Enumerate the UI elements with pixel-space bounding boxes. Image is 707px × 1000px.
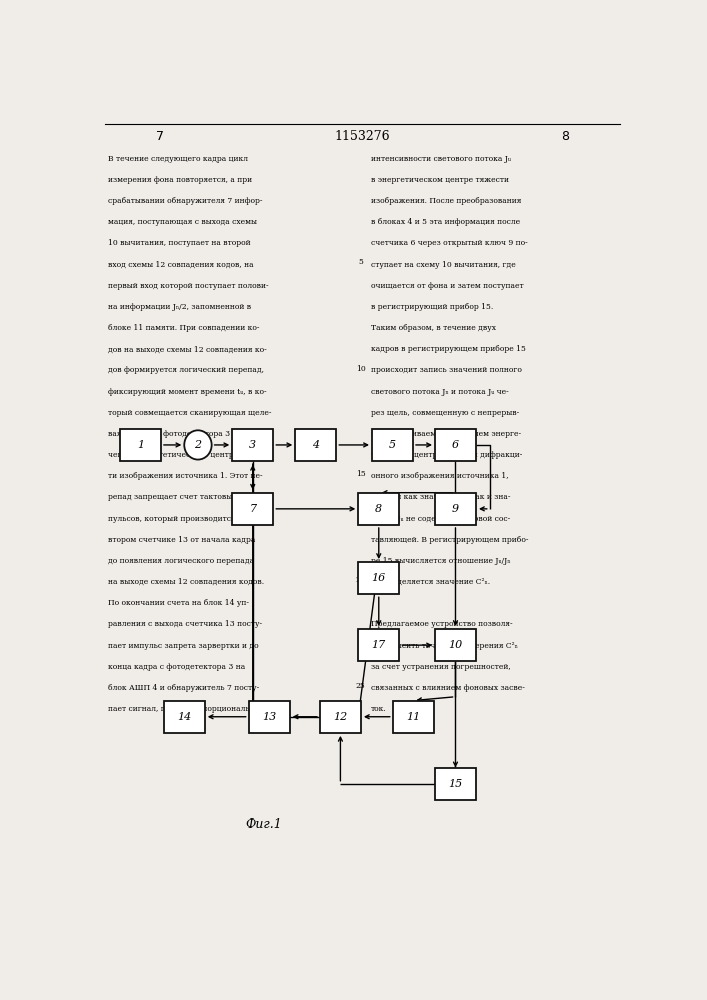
Text: происходит запись значений полного: происходит запись значений полного [370, 366, 522, 374]
Text: 15: 15 [448, 779, 462, 789]
Text: чение Jᵤ не содержат фоновой сос-: чение Jᵤ не содержат фоновой сос- [370, 515, 510, 523]
Text: связанных с влиянием фоновых засве-: связанных с влиянием фоновых засве- [370, 684, 525, 692]
Text: ет повысить точность измерения C²ₙ: ет повысить точность измерения C²ₙ [370, 642, 518, 650]
FancyBboxPatch shape [120, 429, 161, 461]
Text: очищается от фона и затем поступает: очищается от фона и затем поступает [370, 282, 523, 290]
Text: 12: 12 [333, 712, 348, 722]
FancyBboxPatch shape [232, 429, 274, 461]
Text: конца кадра с фотодетектора 3 на: конца кадра с фотодетектора 3 на [107, 663, 245, 671]
FancyBboxPatch shape [358, 629, 399, 661]
Text: ток.: ток. [370, 705, 386, 713]
FancyBboxPatch shape [296, 429, 337, 461]
Text: 8: 8 [375, 504, 382, 514]
Text: Таким образом, в течение двух: Таким образом, в течение двух [370, 324, 496, 332]
Text: изображения. После преобразования: изображения. После преобразования [370, 197, 521, 205]
Text: 25: 25 [356, 682, 366, 690]
Text: 5: 5 [358, 258, 363, 266]
Text: вход схемы 12 совпадения кодов, на: вход схемы 12 совпадения кодов, на [107, 261, 253, 269]
Text: 14: 14 [177, 712, 192, 722]
FancyBboxPatch shape [164, 701, 205, 733]
Text: 10: 10 [448, 640, 462, 650]
FancyBboxPatch shape [435, 768, 476, 800]
Text: причем как значение Jₙ, так и зна-: причем как значение Jₙ, так и зна- [370, 493, 510, 501]
Text: репад запрещает счет тактовых им-: репад запрещает счет тактовых им- [107, 493, 252, 501]
Text: 1153276: 1153276 [334, 130, 390, 143]
Text: дов формируется логический перепад,: дов формируется логический перепад, [107, 366, 264, 374]
Text: 9: 9 [452, 504, 459, 514]
Text: срабатывании обнаружителя 7 инфор-: срабатывании обнаружителя 7 инфор- [107, 197, 262, 205]
Text: на выходе схемы 12 совпадения кодов.: на выходе схемы 12 совпадения кодов. [107, 578, 264, 586]
Text: светового потока Jₙ и потока Jᵤ че-: светового потока Jₙ и потока Jᵤ че- [370, 388, 508, 396]
Text: мация, поступающая с выхода схемы: мация, поступающая с выхода схемы [107, 218, 257, 226]
FancyBboxPatch shape [435, 629, 476, 661]
Text: 16: 16 [372, 573, 386, 583]
Text: 5: 5 [389, 440, 396, 450]
Text: равления с выхода счетчика 13 посту-: равления с выхода счетчика 13 посту- [107, 620, 262, 629]
Text: но отслеживаемым сечением энерге-: но отслеживаемым сечением энерге- [370, 430, 520, 438]
Text: 4: 4 [312, 440, 320, 450]
Text: 8: 8 [561, 130, 569, 143]
Text: 6: 6 [452, 440, 459, 450]
Text: в энергетическом центре тяжести: в энергетическом центре тяжести [370, 176, 508, 184]
Text: По окончании счета на блок 14 уп-: По окончании счета на блок 14 уп- [107, 599, 249, 607]
Text: 7: 7 [156, 130, 163, 143]
Text: 11: 11 [406, 712, 421, 722]
Text: счетчика 6 через открытый ключ 9 по-: счетчика 6 через открытый ключ 9 по- [370, 239, 527, 247]
Text: кадров в регистрирующем приборе 15: кадров в регистрирующем приборе 15 [370, 345, 525, 353]
Text: до появления логического перепада: до появления логического перепада [107, 557, 254, 565]
Text: ре 15 вычисляется отношение Jᵤ/Jₙ: ре 15 вычисляется отношение Jᵤ/Jₙ [370, 557, 510, 565]
Text: пает импульс запрета зарвертки и до: пает импульс запрета зарвертки и до [107, 642, 258, 650]
Text: 15: 15 [356, 470, 366, 478]
Text: на информации Jₙ/2, запомненной в: на информации Jₙ/2, запомненной в [107, 303, 251, 311]
Text: ти изображения источника 1. Этот пе-: ти изображения источника 1. Этот пе- [107, 472, 262, 480]
FancyBboxPatch shape [372, 429, 413, 461]
Text: 2: 2 [194, 440, 201, 450]
Text: первый вход которой поступает полови-: первый вход которой поступает полови- [107, 282, 268, 290]
FancyBboxPatch shape [435, 429, 476, 461]
Text: пает сигнал, прямо пропорциональный: пает сигнал, прямо пропорциональный [107, 705, 265, 713]
Text: вая апертура фотодетектора 3 с се-: вая апертура фотодетектора 3 с се- [107, 430, 250, 438]
Text: 17: 17 [372, 640, 386, 650]
Text: дов на выходе схемы 12 совпадения ко-: дов на выходе схемы 12 совпадения ко- [107, 345, 267, 353]
Text: фиксирующий момент времени tᵤ, в ко-: фиксирующий момент времени tᵤ, в ко- [107, 388, 266, 396]
FancyBboxPatch shape [320, 701, 361, 733]
Text: за счет устранения погрешностей,: за счет устранения погрешностей, [370, 663, 510, 671]
Text: тавляющей. В регистрирующем прибо-: тавляющей. В регистрирующем прибо- [370, 536, 528, 544]
Text: блок АШП 4 и обнаружитель 7 посту-: блок АШП 4 и обнаружитель 7 посту- [107, 684, 259, 692]
Text: рез щель, совмещенную с непрерыв-: рез щель, совмещенную с непрерыв- [370, 409, 519, 417]
Text: В течение следующего кадра цикл: В течение следующего кадра цикл [107, 155, 247, 163]
Text: измерения фона повторяется, а при: измерения фона повторяется, а при [107, 176, 252, 184]
Text: интенсивности светового потока Jᵤ: интенсивности светового потока Jᵤ [370, 155, 510, 163]
FancyBboxPatch shape [358, 493, 399, 525]
Text: ступает на схему 10 вычитания, где: ступает на схему 10 вычитания, где [370, 261, 515, 269]
Text: и определяется значение C²ₙ.: и определяется значение C²ₙ. [370, 578, 490, 586]
Text: пульсов, который производится во: пульсов, который производится во [107, 515, 247, 523]
Text: втором счетчике 13 от начала кадра: втором счетчике 13 от начала кадра [107, 536, 255, 544]
Text: Фиг.1: Фиг.1 [245, 818, 282, 831]
FancyBboxPatch shape [393, 701, 434, 733]
Ellipse shape [185, 430, 211, 460]
Text: блоке 11 памяти. При совпадении ко-: блоке 11 памяти. При совпадении ко- [107, 324, 259, 332]
Text: тического центра тяжести дифракци-: тического центра тяжести дифракци- [370, 451, 522, 459]
Text: в регистрирующий прибор 15.: в регистрирующий прибор 15. [370, 303, 493, 311]
Text: торый совмещается сканирующая щеле-: торый совмещается сканирующая щеле- [107, 409, 271, 417]
Text: 10 вычитания, поступает на второй: 10 вычитания, поступает на второй [107, 239, 250, 247]
Text: 3: 3 [249, 440, 257, 450]
FancyBboxPatch shape [249, 701, 290, 733]
Text: Предлагаемое устройство позволя-: Предлагаемое устройство позволя- [370, 620, 512, 629]
FancyBboxPatch shape [435, 493, 476, 525]
Text: онного изображения источника 1,: онного изображения источника 1, [370, 472, 508, 480]
Text: 20: 20 [356, 576, 366, 584]
Text: в блоках 4 и 5 эта информация после: в блоках 4 и 5 эта информация после [370, 218, 520, 226]
Text: 7: 7 [249, 504, 257, 514]
Text: чением энергетического центра тяжес-: чением энергетического центра тяжес- [107, 451, 267, 459]
Text: 10: 10 [356, 365, 366, 373]
FancyBboxPatch shape [232, 493, 274, 525]
FancyBboxPatch shape [358, 562, 399, 594]
Text: 1: 1 [137, 440, 144, 450]
Text: 13: 13 [262, 712, 276, 722]
